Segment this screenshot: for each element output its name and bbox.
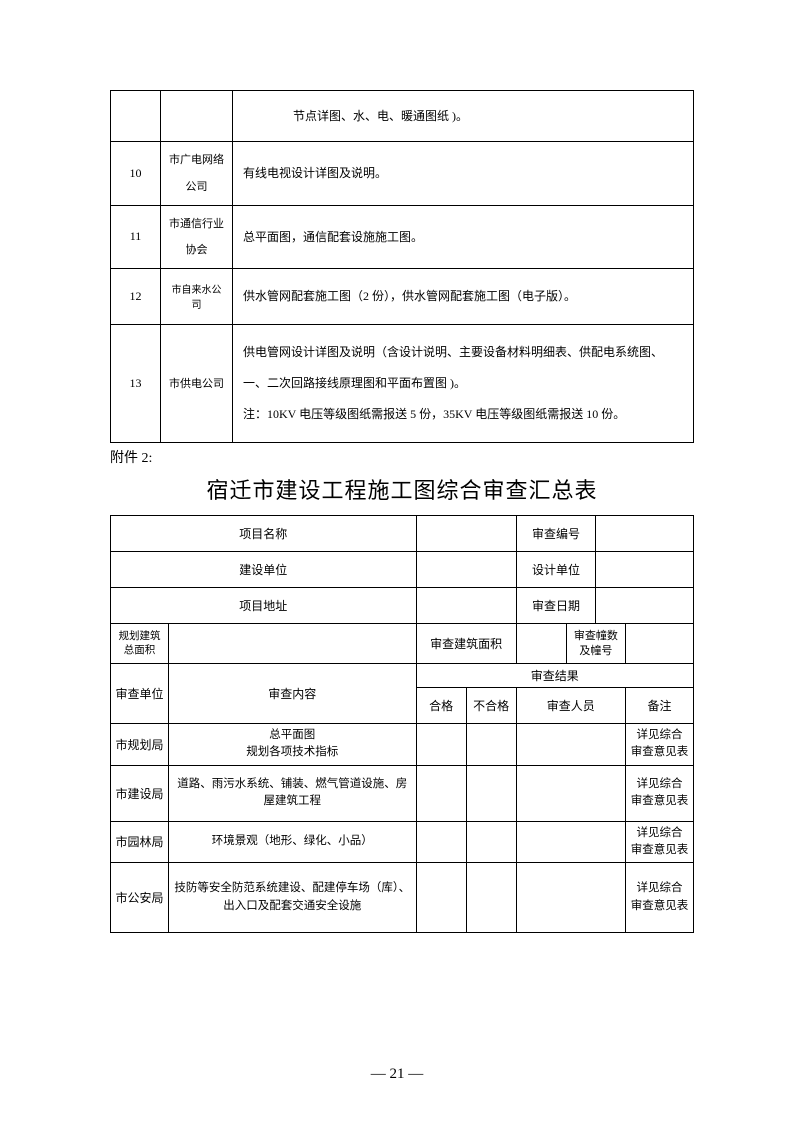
row-unit: 市广电网络公司 <box>161 142 233 205</box>
table-row: 市规划局 总平面图 规划各项技术指标 详见综合 审查意见表 <box>111 724 694 766</box>
fail-cell <box>466 863 516 933</box>
table-row: 项目地址 审查日期 <box>111 588 694 624</box>
column-header: 审查人员 <box>516 688 625 724</box>
person-cell <box>516 863 625 933</box>
fail-cell <box>466 765 516 821</box>
note-cell: 详见综合 审查意见表 <box>625 765 693 821</box>
table-row: 13 市供电公司 供电管网设计详图及说明（含设计说明、主要设备材料明细表、供配电… <box>111 324 694 443</box>
pass-cell <box>416 863 466 933</box>
table-row: 12 市自来水公司 供水管网配套施工图（2 份），供水管网配套施工图（电子版）。 <box>111 269 694 324</box>
fail-cell <box>466 821 516 863</box>
materials-table: 节点详图、水、电、暖通图纸 )。 10 市广电网络公司 有线电视设计详图及说明。… <box>110 90 694 443</box>
summary-table-title: 宿迁市建设工程施工图综合审查汇总表 <box>110 473 694 505</box>
field-label: 审查编号 <box>516 516 596 552</box>
review-unit: 市公安局 <box>111 863 169 933</box>
pass-cell <box>416 765 466 821</box>
note-cell: 详见综合 审查意见表 <box>625 724 693 766</box>
table-row: 建设单位 设计单位 <box>111 552 694 588</box>
person-cell <box>516 724 625 766</box>
field-label: 设计单位 <box>516 552 596 588</box>
field-label: 项目名称 <box>111 516 417 552</box>
column-header: 审查单位 <box>111 664 169 724</box>
row-num: 12 <box>111 269 161 324</box>
table-row: 市公安局 技防等安全防范系统建设、配建停车场（库）、出入口及配套交通安全设施 详… <box>111 863 694 933</box>
column-header: 审查结果 <box>416 664 693 688</box>
field-label: 审查幢数及幢号 <box>566 624 625 664</box>
field-value <box>416 552 516 588</box>
table-row: 审查单位 审查内容 审查结果 <box>111 664 694 688</box>
row-num: 11 <box>111 205 161 268</box>
table-row: 11 市通信行业协会 总平面图，通信配套设施施工图。 <box>111 205 694 268</box>
field-label: 规划建筑总面积 <box>111 624 169 664</box>
review-unit: 市建设局 <box>111 765 169 821</box>
field-value <box>169 624 417 664</box>
row-unit <box>161 91 233 142</box>
row-num: 10 <box>111 142 161 205</box>
table-row: 市园林局 环境景观（地形、绿化、小品） 详见综合 审查意见表 <box>111 821 694 863</box>
note-cell: 详见综合 审查意见表 <box>625 821 693 863</box>
pass-cell <box>416 821 466 863</box>
table-row: 项目名称 审查编号 <box>111 516 694 552</box>
table-row: 市建设局 道路、雨污水系统、铺装、燃气管道设施、房屋建筑工程 详见综合 审查意见… <box>111 765 694 821</box>
table-row: 10 市广电网络公司 有线电视设计详图及说明。 <box>111 142 694 205</box>
field-label: 审查建筑面积 <box>416 624 516 664</box>
field-value <box>596 588 694 624</box>
column-header: 审查内容 <box>169 664 417 724</box>
note-cell: 详见综合 审查意见表 <box>625 863 693 933</box>
review-content: 道路、雨污水系统、铺装、燃气管道设施、房屋建筑工程 <box>169 765 417 821</box>
review-unit: 市园林局 <box>111 821 169 863</box>
field-value <box>625 624 693 664</box>
field-value <box>596 516 694 552</box>
review-content: 环境景观（地形、绿化、小品） <box>169 821 417 863</box>
row-desc: 供电管网设计详图及说明（含设计说明、主要设备材料明细表、供配电系统图、一、二次回… <box>233 324 694 443</box>
column-header: 合格 <box>416 688 466 724</box>
review-content: 技防等安全防范系统建设、配建停车场（库）、出入口及配套交通安全设施 <box>169 863 417 933</box>
column-header: 不合格 <box>466 688 516 724</box>
annex-label: 附件 2: <box>110 447 694 467</box>
field-label: 建设单位 <box>111 552 417 588</box>
pass-cell <box>416 724 466 766</box>
person-cell <box>516 821 625 863</box>
table-row: 节点详图、水、电、暖通图纸 )。 <box>111 91 694 142</box>
row-unit: 市供电公司 <box>161 324 233 443</box>
summary-table: 项目名称 审查编号 建设单位 设计单位 项目地址 审查日期 规划建筑总面积 审查… <box>110 515 694 933</box>
row-unit: 市自来水公司 <box>161 269 233 324</box>
field-label: 审查日期 <box>516 588 596 624</box>
field-value <box>416 588 516 624</box>
table-row: 规划建筑总面积 审查建筑面积 审查幢数及幢号 <box>111 624 694 664</box>
row-num <box>111 91 161 142</box>
row-desc: 节点详图、水、电、暖通图纸 )。 <box>233 91 694 142</box>
person-cell <box>516 765 625 821</box>
page-number: — 21 — <box>0 1066 794 1083</box>
field-value <box>516 624 566 664</box>
column-header: 备注 <box>625 688 693 724</box>
row-desc: 供水管网配套施工图（2 份），供水管网配套施工图（电子版）。 <box>233 269 694 324</box>
row-unit: 市通信行业协会 <box>161 205 233 268</box>
field-value <box>416 516 516 552</box>
fail-cell <box>466 724 516 766</box>
row-desc: 有线电视设计详图及说明。 <box>233 142 694 205</box>
field-value <box>596 552 694 588</box>
review-content: 总平面图 规划各项技术指标 <box>169 724 417 766</box>
row-num: 13 <box>111 324 161 443</box>
row-desc: 总平面图，通信配套设施施工图。 <box>233 205 694 268</box>
review-unit: 市规划局 <box>111 724 169 766</box>
field-label: 项目地址 <box>111 588 417 624</box>
